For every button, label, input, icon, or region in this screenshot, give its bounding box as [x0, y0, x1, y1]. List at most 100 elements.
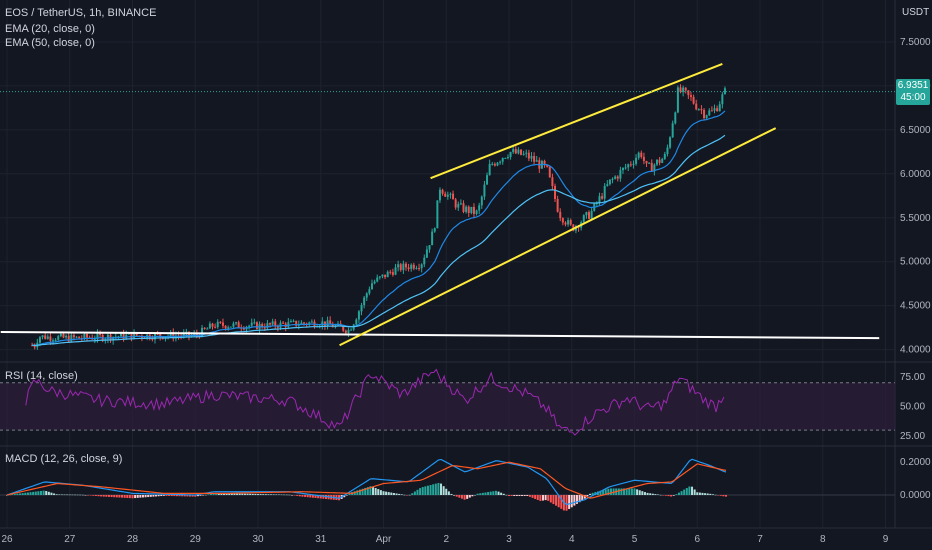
macd-bar — [570, 495, 573, 508]
ema20-legend[interactable]: EMA (20, close, 0) — [5, 23, 95, 35]
candle-body — [486, 175, 489, 185]
candle-body — [70, 335, 73, 342]
macd-bar — [290, 495, 293, 496]
macd-bar — [549, 495, 552, 503]
macd-bar — [317, 495, 320, 499]
macd-bar — [683, 489, 686, 495]
macd-bar — [382, 491, 385, 495]
candle-body — [598, 196, 601, 204]
candle-body — [472, 206, 475, 214]
macd-bar — [113, 495, 116, 498]
candle-body — [671, 123, 674, 138]
time-tick-label: 30 — [252, 534, 264, 545]
time-tick-label: 29 — [190, 534, 202, 545]
candle-body — [522, 153, 525, 155]
candle-body — [713, 108, 716, 111]
candle-body — [86, 333, 89, 338]
macd-bar — [199, 495, 202, 496]
macd-bar — [651, 493, 654, 495]
macd-bar — [68, 494, 71, 496]
macd-bar — [677, 492, 680, 495]
macd-bar — [662, 495, 665, 496]
macd-bar — [217, 493, 220, 495]
macd-bar — [152, 495, 155, 497]
candle-body — [488, 163, 491, 176]
macd-bar — [207, 494, 210, 495]
candle-body — [666, 147, 669, 155]
macd-bar — [314, 495, 317, 498]
symbol-title[interactable]: EOS / TetherUS, 1h, BINANCE — [5, 7, 157, 19]
macd-legend[interactable]: MACD (12, 26, close, 9) — [5, 453, 123, 465]
candle-body — [282, 322, 285, 324]
macd-bar — [680, 491, 683, 495]
macd-bar — [440, 483, 443, 495]
macd-bar — [474, 494, 477, 496]
candle-body — [410, 264, 413, 269]
macd-bar — [126, 495, 129, 498]
macd-bar — [691, 486, 694, 495]
candle-body — [619, 170, 622, 179]
macd-bar — [649, 493, 652, 495]
candle-body — [206, 328, 209, 330]
macd-bar — [259, 494, 262, 495]
macd-bar — [131, 495, 134, 499]
macd-bar — [505, 494, 508, 496]
rsi-legend[interactable]: RSI (14, close) — [5, 370, 78, 382]
candle-body — [224, 325, 227, 329]
macd-bar — [513, 495, 516, 496]
macd-bar — [233, 493, 236, 495]
candle-body — [65, 335, 68, 338]
candle-body — [378, 276, 381, 278]
macd-bar — [534, 495, 537, 499]
candle-body — [308, 322, 311, 325]
macd-bar — [471, 495, 474, 497]
macd-bar — [659, 494, 662, 496]
candle-body — [368, 289, 371, 294]
candle-body — [112, 336, 115, 341]
macd-bar — [21, 493, 24, 495]
macd-bar — [29, 492, 32, 495]
macd-bar — [670, 495, 673, 497]
candle-body — [397, 264, 400, 268]
candle-body — [535, 160, 538, 162]
ema50-legend[interactable]: EMA (50, close, 0) — [5, 37, 95, 49]
time-axis: 26 27 28 29 30 31 Apr 2 3 4 5 6 7 8 9 — [1, 534, 888, 545]
candle-body — [684, 87, 687, 91]
macd-bar — [257, 494, 259, 495]
macd-bar — [364, 487, 367, 495]
macd-bar — [646, 492, 649, 495]
candle-body — [658, 159, 661, 163]
macd-bar — [243, 493, 246, 495]
candle-body — [321, 321, 324, 326]
price-tick-label: 7.5000 — [900, 37, 931, 48]
candle-body — [674, 112, 677, 124]
rsi-tick-label: 50.00 — [900, 401, 925, 412]
candle-body — [504, 157, 507, 159]
candle-body — [446, 194, 449, 197]
candle-body — [365, 293, 368, 298]
candle-body — [496, 162, 499, 166]
candle-body — [700, 109, 703, 111]
macd-bar — [118, 495, 121, 498]
macd-bar — [698, 492, 701, 495]
macd-bar — [442, 486, 445, 495]
macd-bar — [714, 494, 717, 496]
macd-bar — [191, 495, 194, 497]
candle-body — [650, 162, 653, 172]
time-tick-label: 3 — [506, 534, 512, 545]
macd-bar — [575, 495, 578, 504]
candle-body — [59, 333, 62, 337]
macd-bar — [523, 495, 526, 496]
macd-bar — [424, 486, 427, 495]
price-tick-label: 4.0000 — [900, 345, 931, 356]
candle-body — [389, 271, 392, 273]
candle-body — [548, 166, 551, 178]
candle-body — [624, 167, 627, 169]
macd-bar — [66, 494, 69, 496]
macd-bar — [345, 495, 348, 496]
candle-body — [585, 212, 588, 216]
macd-bar — [280, 494, 283, 496]
candle-body — [582, 215, 585, 223]
macd-bar — [246, 493, 249, 495]
